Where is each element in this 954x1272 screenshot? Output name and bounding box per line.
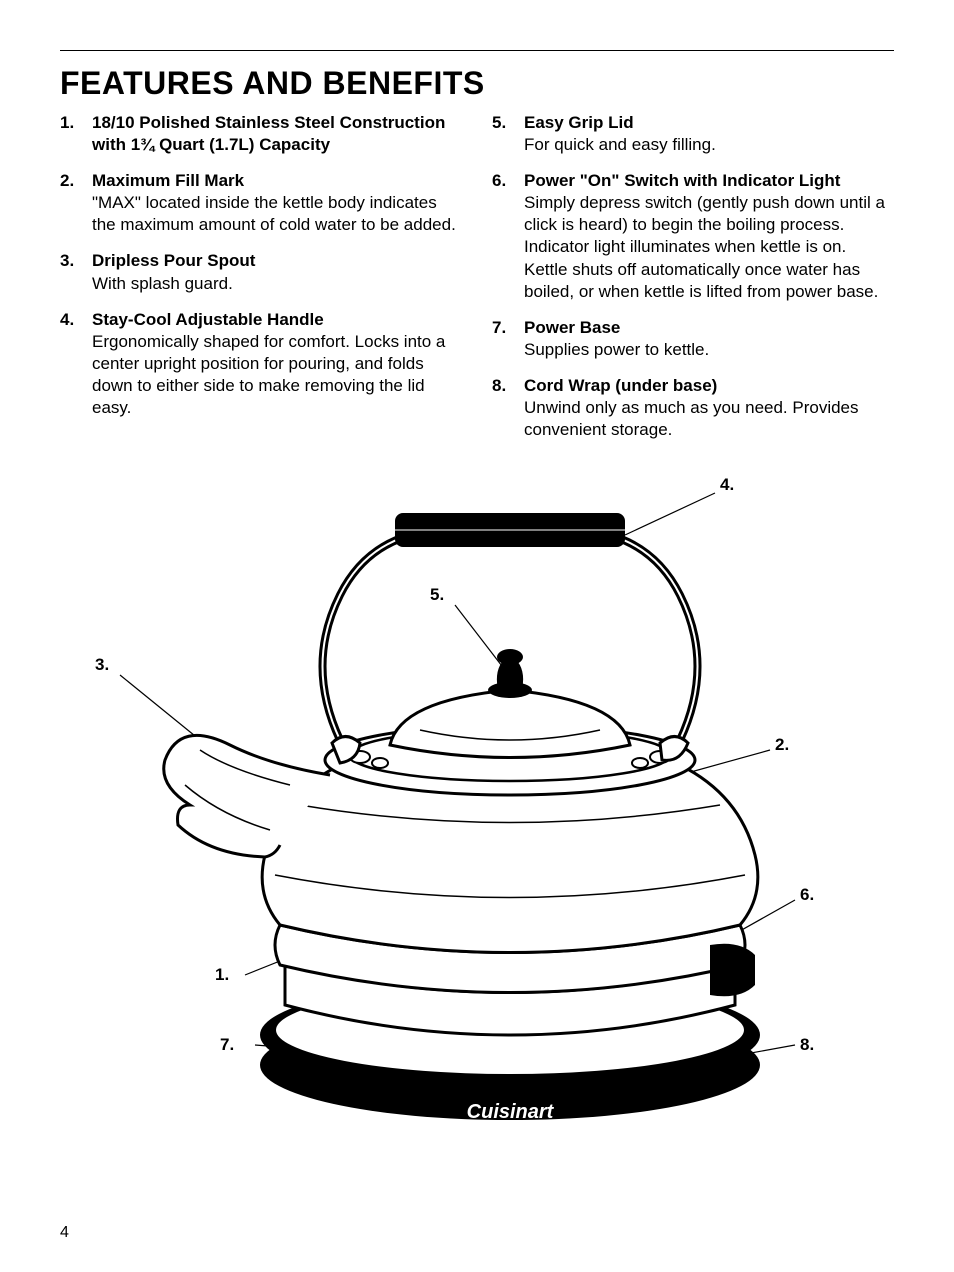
page-number: 4 (60, 1224, 69, 1242)
feature-num: 7. (492, 317, 524, 361)
features-left: 1. 18/10 Polished Stainless Steel Constr… (60, 112, 462, 455)
top-rule (60, 50, 894, 51)
feature-title: Cord Wrap (under base) (524, 375, 894, 397)
callout-2: 2. (775, 735, 789, 755)
feature-title: Maximum Fill Mark (92, 170, 462, 192)
callout-1: 1. (215, 965, 229, 985)
feature-desc: Unwind only as much as you need. Provide… (524, 397, 894, 441)
kettle-diagram: 1. 2. 3. 4. 5. 6. 7. 8. (60, 475, 894, 1155)
page-title: FEATURES AND BENEFITS (60, 65, 894, 102)
feature-title: 18/10 Polished Stainless Steel Construct… (92, 113, 445, 154)
feature-num: 5. (492, 112, 524, 156)
feature-num: 2. (60, 170, 92, 236)
brand-label: Cuisinart (467, 1101, 555, 1123)
kettle-svg: Cuisinart (60, 475, 894, 1155)
feature-desc: Ergonomically shaped for comfort. Locks … (92, 331, 462, 419)
feature-num: 4. (60, 309, 92, 419)
feature-num: 1. (60, 112, 92, 156)
feature-title: Easy Grip Lid (524, 112, 894, 134)
feature-desc: Simply depress switch (gently push down … (524, 192, 894, 302)
callout-6: 6. (800, 885, 814, 905)
feature-num: 8. (492, 375, 524, 441)
feature-item: 8. Cord Wrap (under base)Unwind only as … (492, 375, 894, 441)
feature-item: 3. Dripless Pour SpoutWith splash guard. (60, 250, 462, 294)
feature-desc: Supplies power to kettle. (524, 339, 894, 361)
feature-title: Power "On" Switch with Indicator Light (524, 170, 894, 192)
feature-item: 5. Easy Grip LidFor quick and easy filli… (492, 112, 894, 156)
feature-item: 2. Maximum Fill Mark"MAX" located inside… (60, 170, 462, 236)
feature-item: 1. 18/10 Polished Stainless Steel Constr… (60, 112, 462, 156)
callout-7: 7. (220, 1035, 234, 1055)
feature-title: Power Base (524, 317, 894, 339)
callout-8: 8. (800, 1035, 814, 1055)
feature-item: 4. Stay-Cool Adjustable HandleErgonomica… (60, 309, 462, 419)
callout-5: 5. (430, 585, 444, 605)
feature-desc: "MAX" located inside the kettle body ind… (92, 192, 462, 236)
feature-num: 6. (492, 170, 524, 303)
feature-desc: For quick and easy filling. (524, 134, 894, 156)
features-right: 5. Easy Grip LidFor quick and easy filli… (492, 112, 894, 455)
feature-desc: With splash guard. (92, 273, 462, 295)
feature-title: Stay-Cool Adjustable Handle (92, 309, 462, 331)
feature-item: 7. Power BaseSupplies power to kettle. (492, 317, 894, 361)
callout-4: 4. (720, 475, 734, 495)
feature-item: 6. Power "On" Switch with Indicator Ligh… (492, 170, 894, 303)
feature-num: 3. (60, 250, 92, 294)
feature-title: Dripless Pour Spout (92, 250, 462, 272)
callout-3: 3. (95, 655, 109, 675)
features-columns: 1. 18/10 Polished Stainless Steel Constr… (60, 112, 894, 455)
